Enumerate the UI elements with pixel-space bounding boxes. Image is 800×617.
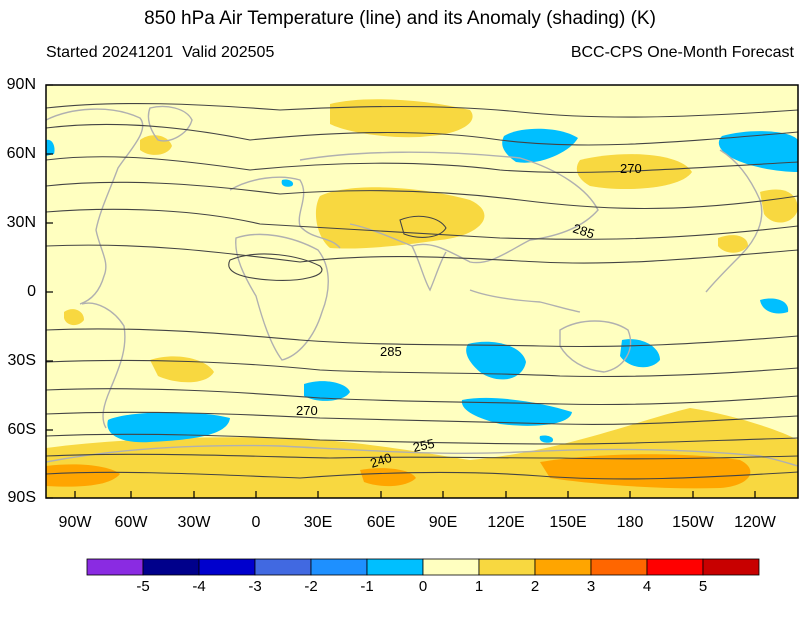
contour-3: [46, 156, 798, 173]
lat-label: 60S: [7, 421, 36, 438]
warm-anomaly-siberia: [315, 187, 485, 249]
cool-anomaly-arctic-pacific: [502, 128, 578, 163]
coast-north-america-east: [705, 149, 763, 293]
cool-anomaly-small-2: [539, 435, 554, 443]
lon-label: 60E: [366, 514, 396, 531]
contour-label: 270: [296, 403, 318, 418]
contour-12: [46, 453, 798, 460]
colorbar-label: 5: [698, 578, 708, 595]
lon-label: 150E: [549, 514, 587, 531]
contour-10: [46, 411, 798, 425]
contour-2: [46, 123, 798, 146]
cool-anomaly-alaska: [718, 131, 798, 172]
lon-label: 180: [616, 514, 644, 531]
contour-7: [46, 328, 798, 348]
colorbar-label: -2: [304, 578, 318, 595]
contour-tibet: [399, 215, 447, 238]
map-title: 850 hPa Air Temperature (line) and its A…: [144, 8, 656, 29]
contour-plateau: [228, 253, 323, 281]
cool-anomaly-southern-indian: [461, 397, 572, 426]
warm-anomaly-equator: [64, 309, 84, 326]
colorbar-label: 0: [418, 578, 428, 595]
contour-5: [46, 208, 798, 240]
lon-label: 120W: [734, 514, 776, 531]
cool-anomaly-small-1: [281, 179, 294, 187]
lat-label: 90S: [7, 489, 36, 506]
lon-label: 150W: [672, 514, 714, 531]
warm-anomaly-na-south: [718, 235, 748, 253]
cool-anomaly-south-atlantic: [304, 381, 350, 401]
colorbar-label: 3: [586, 578, 596, 595]
coast-australia: [559, 320, 632, 373]
coast-indonesia: [469, 289, 581, 313]
contour-label: 285: [571, 221, 596, 242]
contour-8: [46, 359, 798, 378]
contour-labels: 270 285 285 270 255 240: [296, 161, 642, 471]
lon-label: 30W: [177, 514, 211, 531]
axis-ticks: [46, 84, 756, 499]
contour-label: 240: [368, 450, 393, 471]
forecast-dates: Started 20241201 Valid 202505: [46, 44, 275, 61]
strong-warm-anomaly-areas: [46, 454, 751, 489]
colorbar-label: -5: [136, 578, 150, 595]
contour-13: [46, 471, 798, 480]
coast-europe: [229, 176, 341, 249]
lat-label: 0: [27, 283, 36, 300]
coastlines: [46, 105, 798, 467]
temperature-contours: [46, 102, 798, 480]
forecast-source: BCC-CPS One-Month Forecast: [570, 44, 794, 61]
lat-label: 30N: [6, 214, 36, 231]
coast-north-america: [46, 108, 144, 305]
lon-label: 0: [251, 514, 261, 531]
coast-africa: [235, 233, 329, 361]
colorbar-label: 2: [530, 578, 540, 595]
lat-label: 30S: [7, 352, 36, 369]
lat-label: 60N: [6, 145, 36, 162]
contour-4: [46, 181, 798, 210]
colorbar-label: -1: [360, 578, 374, 595]
cool-anomaly-indian: [466, 341, 526, 380]
coast-india: [411, 245, 447, 292]
lat-label: 90N: [6, 76, 36, 93]
cool-anomaly-atlantic: [46, 139, 55, 156]
warm-anomaly-greenland: [140, 135, 172, 155]
lon-label: 90E: [428, 514, 458, 531]
coast-south-america: [81, 302, 126, 429]
contour-1: [46, 102, 798, 118]
contour-9: [46, 388, 798, 406]
lon-label: 30E: [303, 514, 333, 531]
lon-label: 90W: [58, 514, 92, 531]
strong-warm-antarctic-east: [540, 454, 751, 489]
coast-antarctica: [46, 444, 798, 467]
coast-asia: [299, 151, 599, 264]
contour-label: 270: [620, 161, 642, 176]
warm-anomaly-pacific-north: [576, 154, 692, 190]
contour-label: 255: [412, 436, 436, 455]
warm-anomaly-arctic: [330, 99, 473, 138]
cool-anomaly-pacific-east: [760, 298, 789, 314]
colorbar-label: 4: [642, 578, 652, 595]
lon-label: 120E: [487, 514, 525, 531]
colorbar-label: -4: [192, 578, 206, 595]
warm-anomaly-sa-atlantic: [150, 356, 214, 383]
contour-11: [46, 433, 798, 445]
contour-label: 285: [380, 344, 402, 359]
lon-label: 60W: [114, 514, 148, 531]
colorbar-label: -3: [248, 578, 262, 595]
colorbar-label: 1: [474, 578, 484, 595]
strong-warm-antarctic-west: [46, 464, 120, 487]
coast-greenland: [147, 105, 193, 142]
contour-6: [46, 244, 798, 264]
